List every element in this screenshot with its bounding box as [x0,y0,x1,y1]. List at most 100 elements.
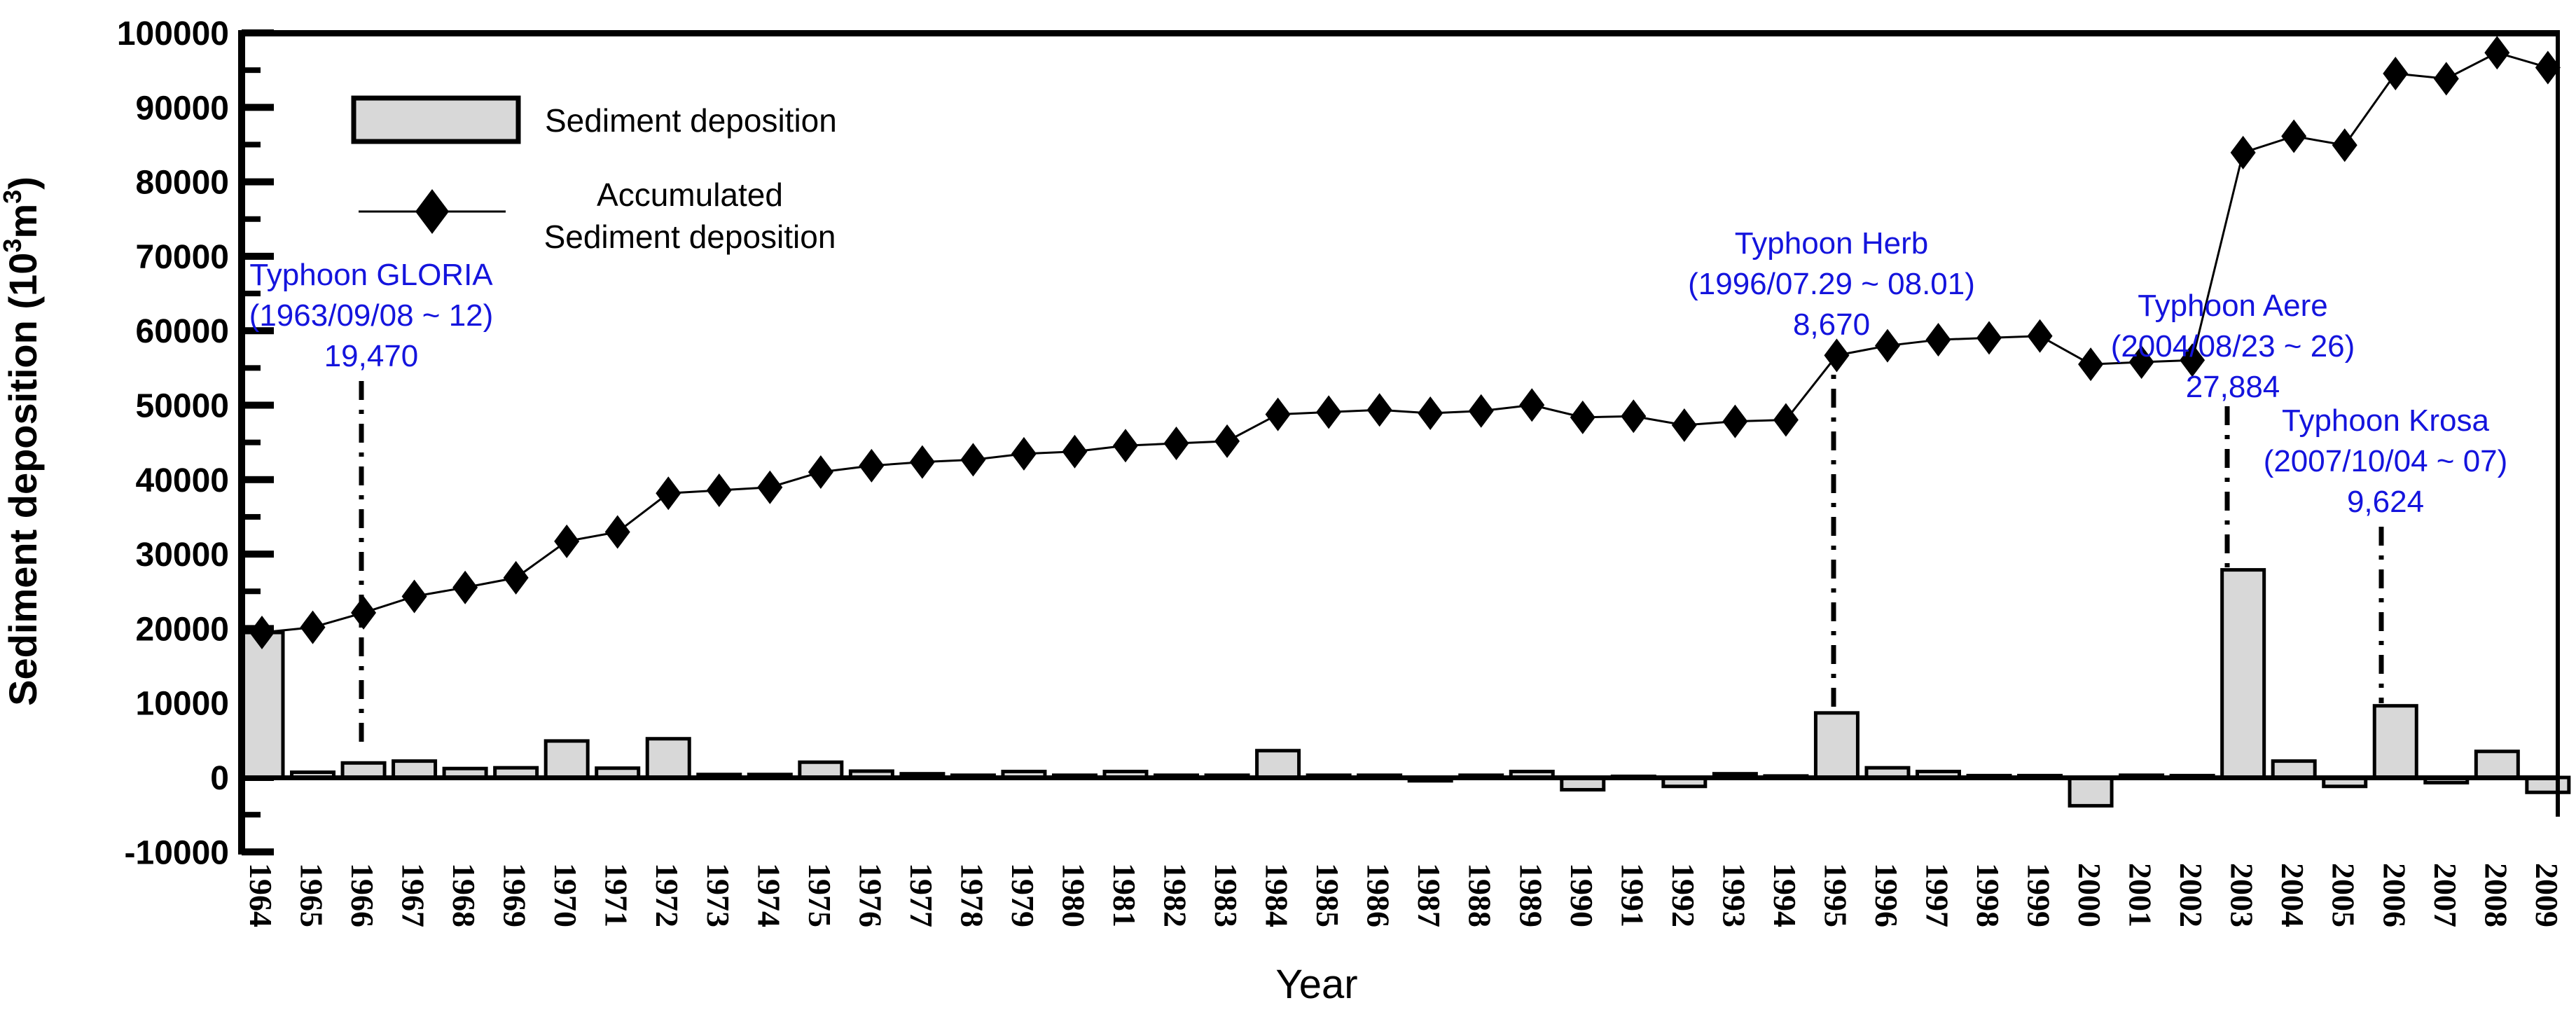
diamond-marker-1997 [1925,323,1951,357]
x-tick-label-1975: 1975 [802,863,838,927]
diamond-marker-1992 [1671,408,1697,442]
legend-bar-swatch [351,95,521,144]
diamond-marker-2005 [2332,128,2357,162]
x-tick-label-1974: 1974 [751,863,787,927]
x-tick-label-1999: 1999 [2021,863,2057,927]
diamond-marker-1984 [1265,397,1291,431]
diamond-marker-2006 [2383,56,2409,90]
typhoon-aere-label-line3: 27,884 [2186,370,2280,404]
diamond-marker-2002 [2180,343,2205,378]
diamond-marker-2004 [2281,119,2307,153]
y-tick-label: 70000 [136,239,229,276]
x-tick-label-1976: 1976 [852,863,888,927]
diamond-marker-1971 [604,515,630,549]
x-tick-label-2002: 2002 [2173,863,2209,927]
accumulated-line-series [249,36,2561,650]
x-tick-label-1979: 1979 [1005,863,1041,927]
x-tick-label-1994: 1994 [1767,863,1803,927]
typhoon-krosa-label-line1: Typhoon Krosa [2282,403,2489,438]
x-tick-label-1972: 1972 [649,863,685,927]
bar-1984 [1255,749,1301,780]
x-tick-label-1971: 1971 [599,863,635,927]
diamond-marker-2001 [2128,345,2154,379]
y-minor-tick [242,513,261,520]
diamond-marker-1974 [757,470,783,504]
diamond-marker-1993 [1722,404,1748,438]
diamond-marker-1979 [1011,436,1037,471]
diamond-marker-1964 [249,616,275,650]
x-tick-label-1965: 1965 [294,863,330,927]
x-tick-label-1970: 1970 [548,863,583,927]
diamond-marker-1983 [1214,424,1240,458]
y-major-tick [242,178,274,186]
x-tick-label-1969: 1969 [497,863,533,927]
x-tick-label-2007: 2007 [2428,863,2463,927]
bar-2000 [2068,775,2114,808]
diamond-marker-1982 [1163,427,1189,461]
x-tick-label-1977: 1977 [903,863,939,927]
diamond-marker-1981 [1113,429,1139,463]
y-axis-tick-labels: 1000009000080000700006000050000400003000… [117,15,229,871]
diamond-marker-2003 [2230,135,2256,170]
y-tick-label: 90000 [136,90,229,127]
bar-1967 [392,759,438,780]
x-tick-label-1981: 1981 [1107,863,1142,927]
y-axis-title-superscript: 3 [0,239,27,253]
y-minor-tick [242,588,261,595]
x-tick-label-1985: 1985 [1310,863,1345,927]
bar-2008 [2474,749,2520,780]
bar-1995 [1813,711,1860,780]
x-tick-label-1989: 1989 [1513,863,1549,927]
x-tick-label-1992: 1992 [1666,863,1701,927]
typhoon-gloria-label-line3: 19,470 [324,339,419,373]
legend-line-label-line2: Sediment deposition [544,219,836,255]
x-tick-label-2001: 2001 [2123,863,2159,927]
annotation-pointer-lines [359,346,2384,744]
typhoon-aere-label-line1: Typhoon Aere [2138,289,2328,323]
diamond-marker-2007 [2433,62,2459,96]
bar-1972 [645,737,691,780]
bar-1966 [340,761,387,780]
x-tick-label-1988: 1988 [1462,863,1498,927]
typhoon-herb-label-line3: 8,670 [1793,307,1870,342]
diamond-marker-1969 [503,560,529,595]
x-tick-label-1984: 1984 [1259,863,1295,927]
y-axis-title-part: ) [1,177,45,190]
typhoon-herb-label-line2: (1996/07.29 ~ 08.01) [1688,267,1975,301]
bar-2003 [2220,568,2266,780]
diamond-marker-1988 [1468,394,1494,428]
diamond-marker-1965 [300,610,326,644]
y-axis-line [238,30,245,855]
x-tick-label-1986: 1986 [1361,863,1397,927]
y-tick-label: 30000 [136,537,229,574]
x-tick-label-1978: 1978 [954,863,990,927]
diamond-marker-1968 [452,570,478,604]
bar-2004 [2271,759,2317,780]
x-axis-year-labels: 1964 1965 1966 1967 1968 1969 1970 1971 1972 1973… [243,863,2565,927]
bar-2006 [2372,704,2418,780]
y-major-tick [242,848,274,856]
diamond-marker-2009 [2535,50,2561,85]
y-tick-label: 0 [210,760,229,797]
diamond-marker-1986 [1366,393,1392,427]
legend-line-label-line1: Accumulated [597,177,783,213]
x-tick-label-1973: 1973 [700,863,736,927]
y-tick-label: 100000 [117,15,229,53]
x-tick-label-1967: 1967 [396,863,431,927]
bar-1964 [239,630,285,780]
diamond-marker-2000 [2078,347,2104,382]
diamond-marker-1966 [351,595,377,630]
legend: Sediment deposition Accumulated Sediment… [351,95,837,255]
x-axis-title: Year [1275,962,1357,1007]
x-tick-label-1964: 1964 [243,863,279,927]
x-tick-label-2006: 2006 [2376,863,2412,927]
plot-top-border [238,30,2559,36]
y-axis-title-superscript: 3 [0,190,27,204]
bar-1975 [798,760,844,780]
x-tick-label-1993: 1993 [1716,863,1752,927]
y-tick-label: 50000 [136,388,229,425]
y-tick-label: 20000 [136,611,229,648]
y-major-tick [242,104,274,111]
x-tick-label-2008: 2008 [2478,863,2514,927]
